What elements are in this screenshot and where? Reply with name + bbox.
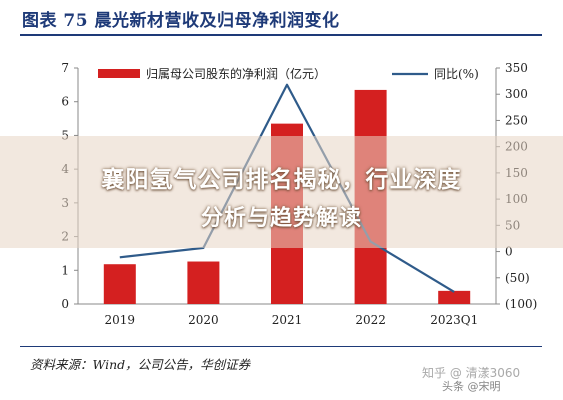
figure-title: 图表 75 晨光新材营收及归母净利润变化 bbox=[22, 11, 340, 31]
x-tick-label: 2020 bbox=[188, 313, 219, 327]
line-yoy-growth bbox=[119, 83, 455, 293]
source-note: 资料来源：Wind，公司公告，华创证券 bbox=[30, 357, 251, 372]
y-tick-label-right: (100) bbox=[505, 297, 537, 311]
overlay-headline-line1: 襄阳氢气公司排名揭秘，行业深度 bbox=[101, 167, 462, 193]
x-tick-label: 2019 bbox=[105, 313, 136, 327]
y-tick-label-left: 7 bbox=[61, 61, 69, 75]
overlay-banner bbox=[0, 136, 563, 248]
bar-net-profit bbox=[103, 264, 136, 304]
y-tick-label-left: 1 bbox=[61, 263, 69, 277]
y-tick-label-right: 300 bbox=[505, 87, 528, 101]
watermark-text: 知乎 @ 清漾3060 bbox=[422, 366, 521, 380]
legend-swatch-bar bbox=[98, 69, 140, 78]
y-tick-label-right: 0 bbox=[505, 245, 513, 259]
source-divider bbox=[20, 346, 542, 347]
overlay-headline-line2: 分析与趋势解读 bbox=[200, 206, 362, 231]
y-tick-label-left: 5 bbox=[61, 128, 69, 142]
y-tick-label-right: 350 bbox=[505, 61, 528, 75]
bar-net-profit bbox=[187, 261, 220, 304]
watermark-brand: 头条 @宋明 bbox=[442, 380, 501, 393]
y-tick-label-right: (50) bbox=[505, 271, 530, 285]
y-tick-label-right: 250 bbox=[505, 113, 528, 127]
y-tick-label-left: 6 bbox=[61, 95, 69, 109]
title-divider bbox=[20, 34, 542, 36]
legend-label-bar: 归属母公司股东的净利润（亿元） bbox=[146, 66, 326, 81]
bar-net-profit bbox=[438, 290, 471, 304]
y-tick-label-left: 0 bbox=[61, 297, 69, 311]
x-tick-label: 2023Q1 bbox=[430, 313, 478, 327]
legend-label-line: 同比(%) bbox=[434, 67, 479, 81]
x-tick-label: 2022 bbox=[355, 313, 386, 327]
x-tick-label: 2021 bbox=[272, 313, 303, 327]
